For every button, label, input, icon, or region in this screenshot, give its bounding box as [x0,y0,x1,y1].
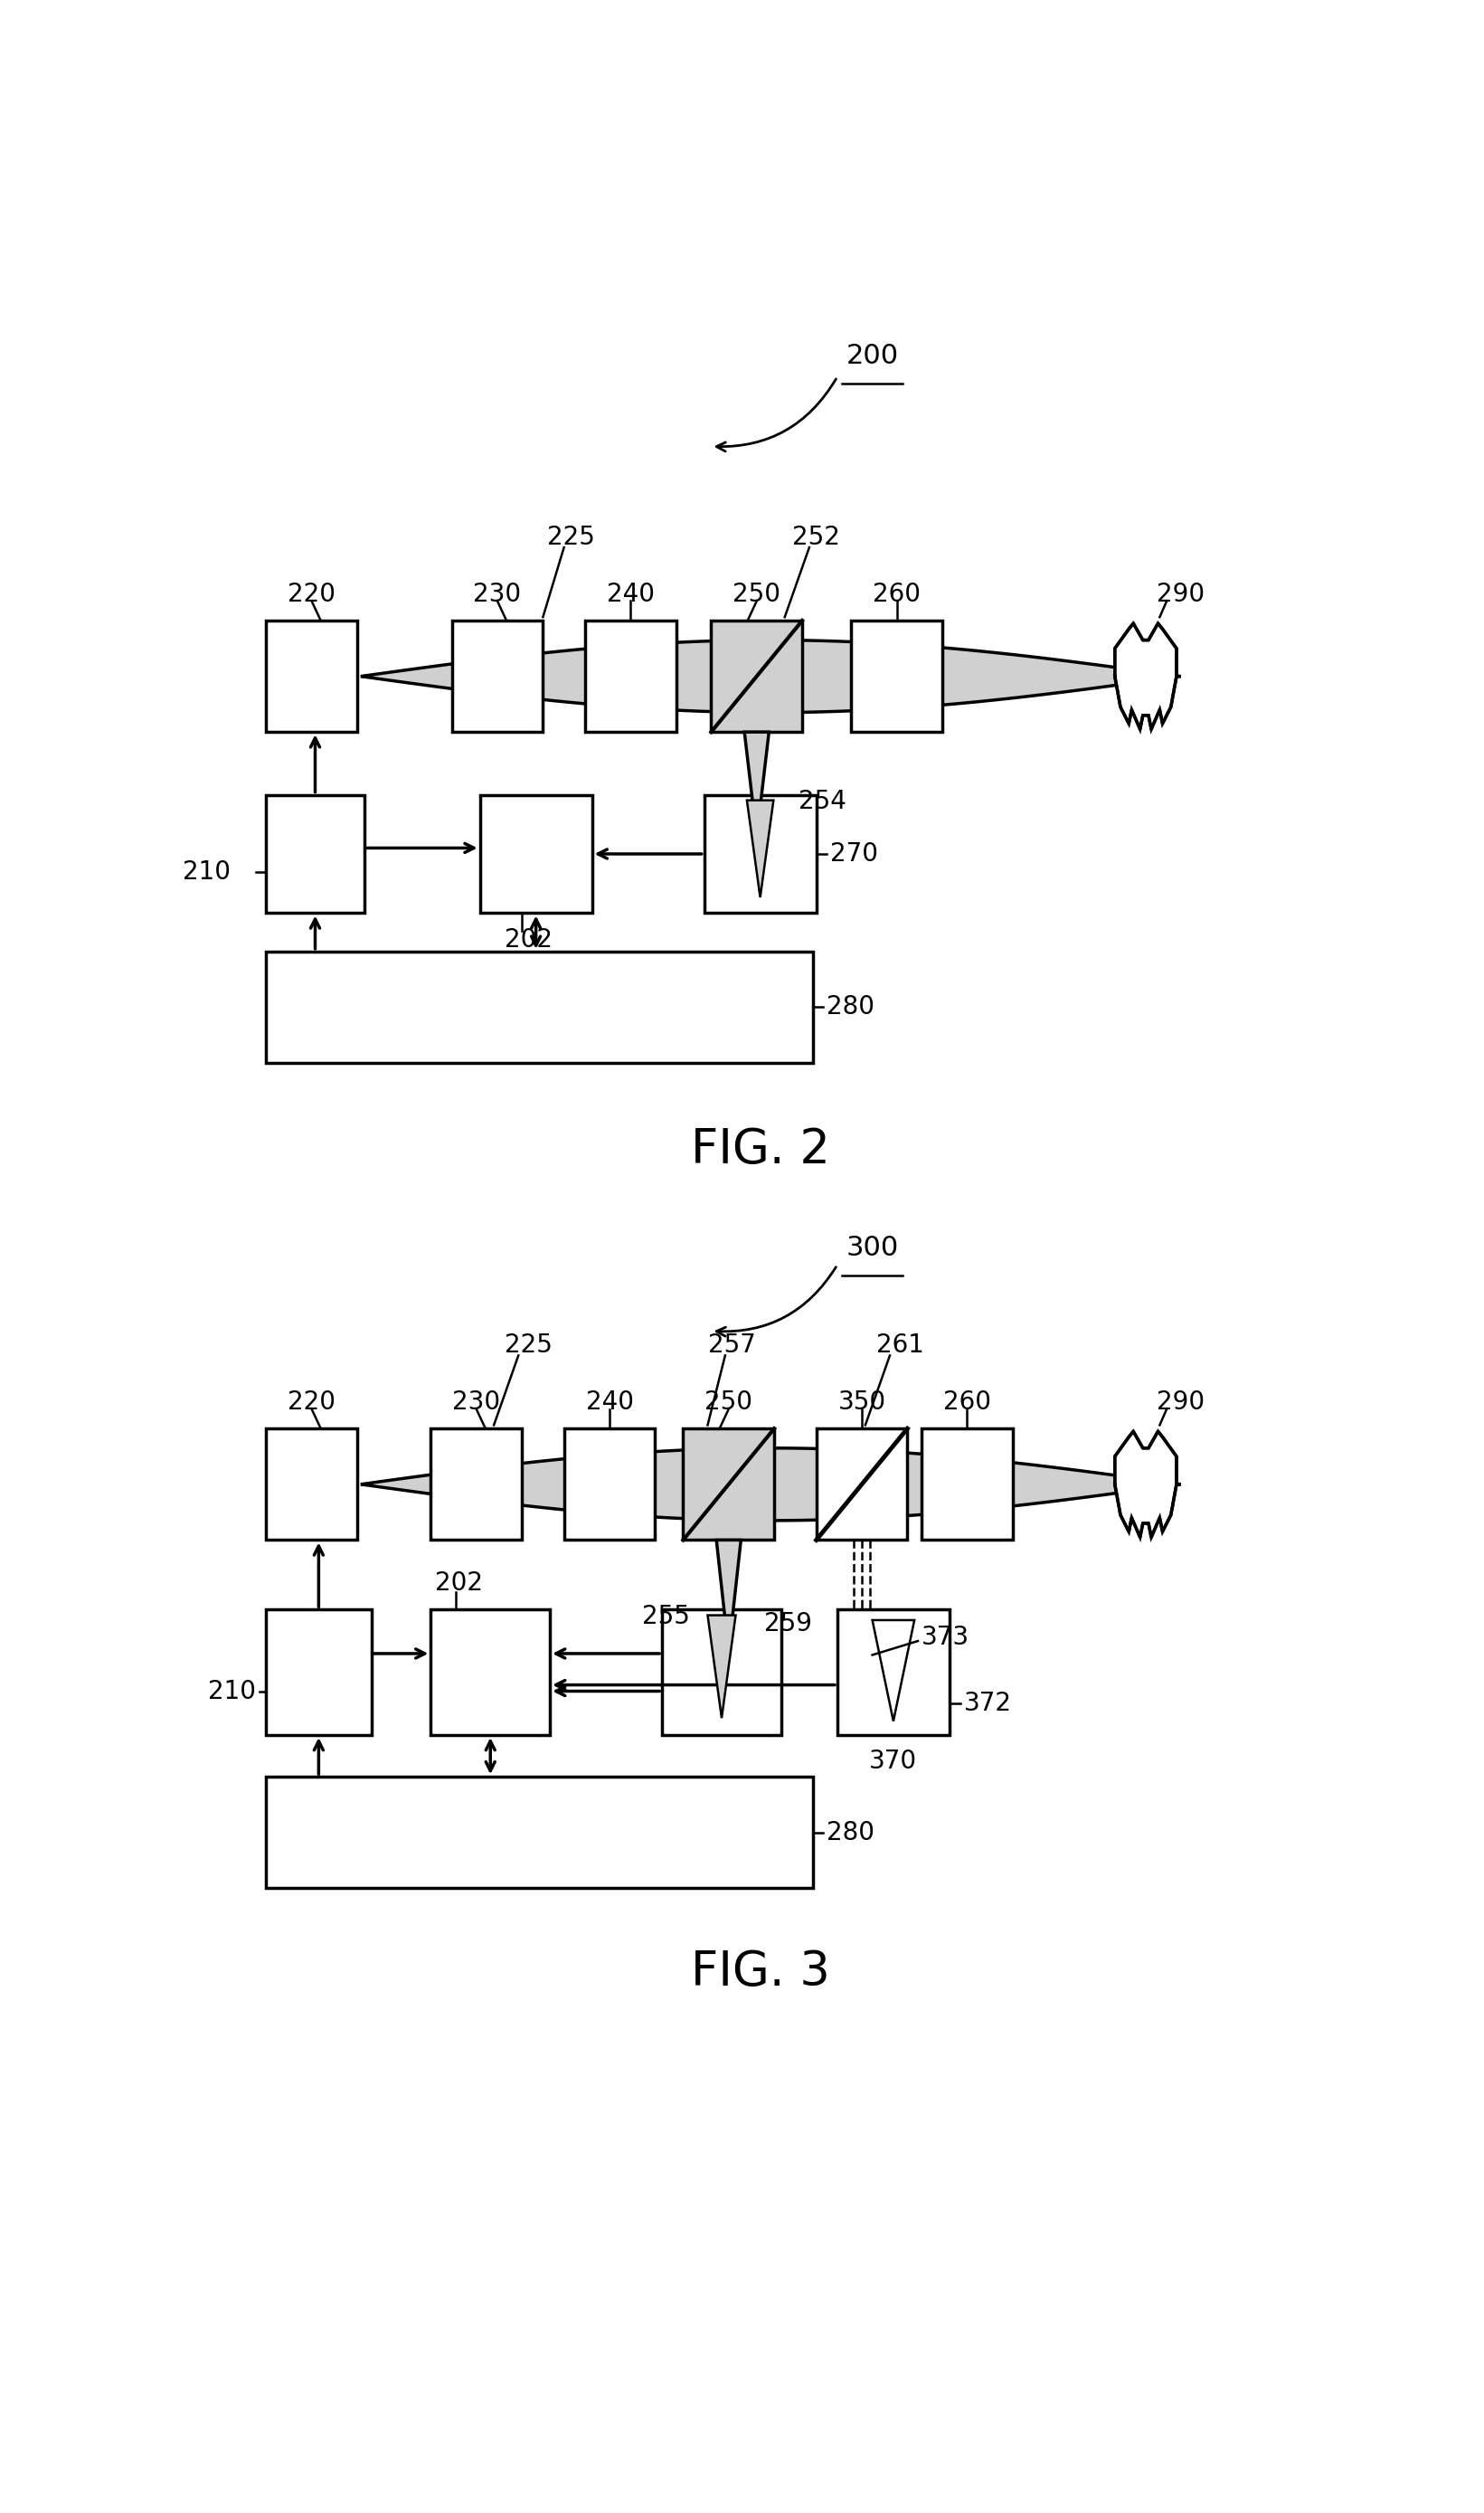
Text: 280: 280 [827,1819,874,1845]
Text: 210: 210 [183,859,232,885]
Bar [852,621,942,731]
Polygon shape [1114,1432,1177,1538]
Text: 250: 250 [733,581,781,606]
Bar [816,1427,907,1540]
Text: 240: 240 [607,581,654,606]
Bar [703,794,816,912]
Text: 260: 260 [942,1390,991,1415]
Text: 290: 290 [1156,1390,1205,1415]
Polygon shape [746,799,773,897]
Text: 350: 350 [838,1390,886,1415]
Text: 372: 372 [963,1691,1012,1716]
Bar [266,952,813,1063]
Text: 254: 254 [798,789,846,814]
Text: 252: 252 [792,525,840,550]
Text: 210: 210 [208,1679,255,1704]
Text: 260: 260 [873,581,922,606]
Text: 255: 255 [643,1603,690,1628]
Bar [430,1427,522,1540]
Text: 220: 220 [288,1390,335,1415]
Text: 230: 230 [453,1390,500,1415]
Text: 202: 202 [505,927,554,952]
Text: 240: 240 [586,1390,634,1415]
Text: 202: 202 [435,1571,482,1596]
Bar [564,1427,654,1540]
Text: 270: 270 [830,842,879,867]
Text: 370: 370 [870,1749,917,1774]
Polygon shape [361,1447,1181,1520]
Bar [266,794,364,912]
Bar [451,621,543,731]
Bar [266,1777,813,1887]
Bar [711,621,803,731]
Text: 230: 230 [473,581,521,606]
Text: 280: 280 [827,995,874,1020]
Bar [662,1611,781,1734]
Bar [430,1611,551,1734]
Bar [585,621,677,731]
Polygon shape [717,1540,741,1651]
Bar [479,794,592,912]
Text: FIG. 2: FIG. 2 [692,1126,830,1174]
Polygon shape [745,731,769,837]
Text: 250: 250 [705,1390,752,1415]
Bar [683,1427,775,1540]
Text: 261: 261 [877,1332,925,1357]
Bar [266,1611,371,1734]
Bar [922,1427,1012,1540]
Text: 225: 225 [548,525,595,550]
Text: 257: 257 [708,1332,755,1357]
Bar [266,1427,358,1540]
Text: FIG. 3: FIG. 3 [692,1948,830,1995]
Text: 300: 300 [846,1234,899,1262]
Text: 200: 200 [846,342,899,369]
Polygon shape [873,1621,914,1721]
Text: 290: 290 [1156,581,1205,606]
Polygon shape [361,641,1181,714]
Bar [266,621,358,731]
Text: 259: 259 [764,1611,812,1636]
Text: 373: 373 [922,1626,969,1651]
Bar [837,1611,950,1734]
Polygon shape [708,1616,736,1719]
Text: 225: 225 [505,1332,554,1357]
Polygon shape [1114,623,1177,729]
Text: 220: 220 [288,581,335,606]
